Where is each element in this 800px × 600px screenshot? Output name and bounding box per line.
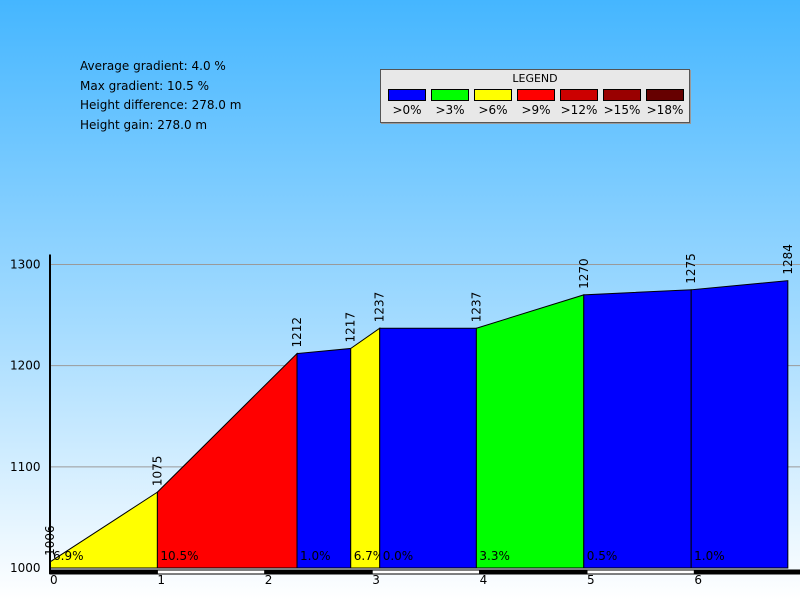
profile-segment [156,352,298,569]
legend-item: >6% [474,89,512,117]
gradient-label: 1.0% [300,549,331,563]
max-gradient-text: Max gradient: 10.5 % [80,78,209,93]
distance-band [264,569,373,575]
profile-segment [475,294,585,569]
y-tick-label: 1200 [10,359,41,373]
legend-swatch [560,89,598,101]
legend-swatch [474,89,512,101]
legend: LEGEND >0% >3% >6% >9% >12% >15% >18% [380,69,690,123]
x-tick-label: 2 [265,573,273,587]
x-tick-label: 1 [157,573,165,587]
distance-band [49,569,158,575]
legend-item: >9% [517,89,555,117]
gradient-label: 0.5% [587,549,618,563]
elevation-label: 1237 [469,292,483,323]
legend-item: >18% [646,89,684,117]
x-tick-label: 3 [372,573,380,587]
legend-label: >15% [603,103,641,117]
legend-item: >3% [431,89,469,117]
x-tick-label: 5 [587,573,595,587]
y-tick-label: 1100 [10,460,41,474]
legend-label: >6% [478,103,508,117]
legend-swatch [431,89,469,101]
distance-band [586,569,695,575]
stats-panel: Average gradient: 4.0 % Max gradient: 10… [80,57,241,135]
average-gradient-text: Average gradient: 4.0 % [80,59,226,73]
elevation-label: 1237 [373,292,387,323]
legend-label: >12% [560,103,598,117]
distance-band [156,569,266,575]
x-tick-label: 4 [480,573,488,587]
height-difference-text: Height difference: 278.0 m [80,98,242,112]
legend-title: LEGEND [512,72,558,85]
legend-swatch [388,89,426,101]
gradient-label: 3.3% [479,549,510,563]
profile-segment [350,327,381,569]
x-tick-label: 6 [694,573,702,587]
legend-label: >9% [521,103,551,117]
profile-segment [690,280,789,569]
gradient-label: 6.7% [354,549,385,563]
y-tick-label: 1300 [10,257,41,271]
elevation-label: 1270 [577,258,591,289]
y-tick-label: 1000 [10,561,41,575]
profile-segment [379,327,477,569]
legend-swatch [646,89,684,101]
distance-band [479,569,588,575]
elevation-label: 1212 [290,317,304,348]
legend-label: >0% [392,103,422,117]
distance-band [693,569,800,575]
legend-item: >12% [560,89,598,117]
gradient-label: 0.0% [383,549,414,563]
gradient-label: 10.5% [160,549,198,563]
distance-band [371,569,481,575]
height-gain-text: Height gain: 278.0 m [80,117,208,132]
legend-item: >0% [388,89,426,117]
legend-label: >3% [435,103,465,117]
elevation-label: 1275 [684,253,698,284]
legend-label: >18% [646,103,684,117]
x-tick-label: 0 [50,573,58,587]
elevation-label: 1075 [150,456,164,487]
gradient-label: 6.9% [53,549,84,563]
legend-item: >15% [603,89,641,117]
legend-swatch [603,89,641,101]
legend-swatch [517,89,555,101]
gradient-label: 1.0% [694,549,725,563]
profile-segment [583,289,692,569]
elevation-label: 1217 [344,312,358,343]
profile-segment [296,347,352,569]
elevation-label: 1284 [781,244,795,275]
